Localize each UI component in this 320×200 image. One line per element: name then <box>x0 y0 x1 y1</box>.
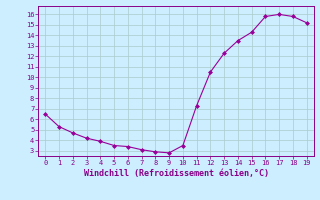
X-axis label: Windchill (Refroidissement éolien,°C): Windchill (Refroidissement éolien,°C) <box>84 169 268 178</box>
